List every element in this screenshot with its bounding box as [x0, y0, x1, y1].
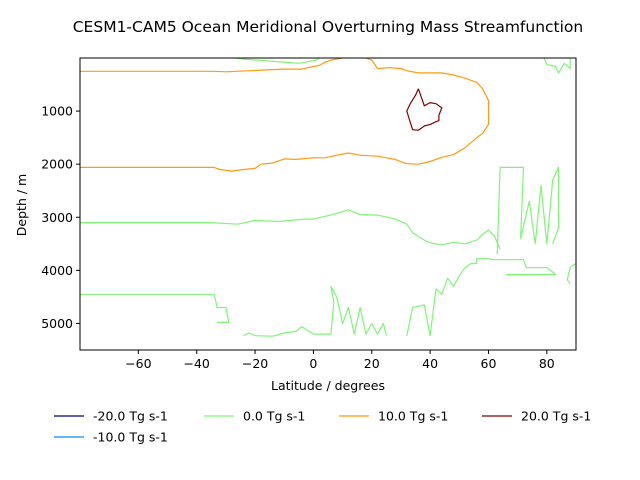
legend-item: 0.0 Tg s-1 [204, 409, 305, 424]
y-tick-label: 5000 [41, 316, 73, 331]
axes: −60 −40 −20 0 20 40 60 80 1000 2000 3000 4000 5000 [41, 57, 577, 371]
legend-label: 0.0 Tg s-1 [243, 409, 305, 424]
x-tick-label: −60 [125, 356, 151, 371]
y-tick-label: 3000 [41, 210, 73, 225]
contour-line-0-3 [243, 285, 387, 337]
legend-item: 20.0 Tg s-1 [482, 409, 591, 424]
contour-line-10-0 [80, 58, 490, 172]
x-tick-label: 40 [422, 356, 438, 371]
y-tick-label: 4000 [41, 263, 73, 278]
x-tick-label: −40 [184, 356, 210, 371]
contour-line-0-7 [566, 262, 576, 284]
contour-line-20-0 [406, 88, 443, 131]
legend: -20.0 Tg s-1 -10.0 Tg s-1 0.0 Tg s-1 10.0 T… [54, 409, 591, 445]
x-axis-label: Latitude / degrees [271, 378, 385, 393]
legend-item: -10.0 Tg s-1 [54, 430, 168, 445]
x-tick-label: 0 [309, 356, 317, 371]
contour-line-0-1 [80, 209, 501, 250]
legend-label: -20.0 Tg s-1 [93, 409, 168, 424]
contour-line-0-6 [543, 58, 571, 74]
contour-line-10-1 [80, 58, 343, 73]
legend-item: 10.0 Tg s-1 [339, 409, 448, 424]
legend-item: -20.0 Tg s-1 [54, 409, 168, 424]
x-tick-label: 60 [481, 356, 497, 371]
contour-line-0-4 [406, 258, 557, 337]
axes-frame [79, 57, 577, 351]
x-tick-label: 80 [539, 356, 555, 371]
y-tick-label: 1000 [41, 104, 73, 119]
legend-label: 20.0 Tg s-1 [521, 409, 591, 424]
x-tick-label: −20 [242, 356, 268, 371]
y-tick-label: 2000 [41, 157, 73, 172]
contour-line-0-2 [80, 293, 230, 323]
contour-line-0-5 [496, 166, 560, 255]
y-axis-label: Depth / m [14, 174, 29, 236]
contour-line-0-0 [234, 58, 320, 64]
legend-label: -10.0 Tg s-1 [93, 430, 168, 445]
legend-label: 10.0 Tg s-1 [378, 409, 448, 424]
chart-title: CESM1-CAM5 Ocean Meridional Overturning … [73, 18, 584, 36]
x-tick-label: 20 [364, 356, 380, 371]
plot-area [80, 58, 576, 337]
